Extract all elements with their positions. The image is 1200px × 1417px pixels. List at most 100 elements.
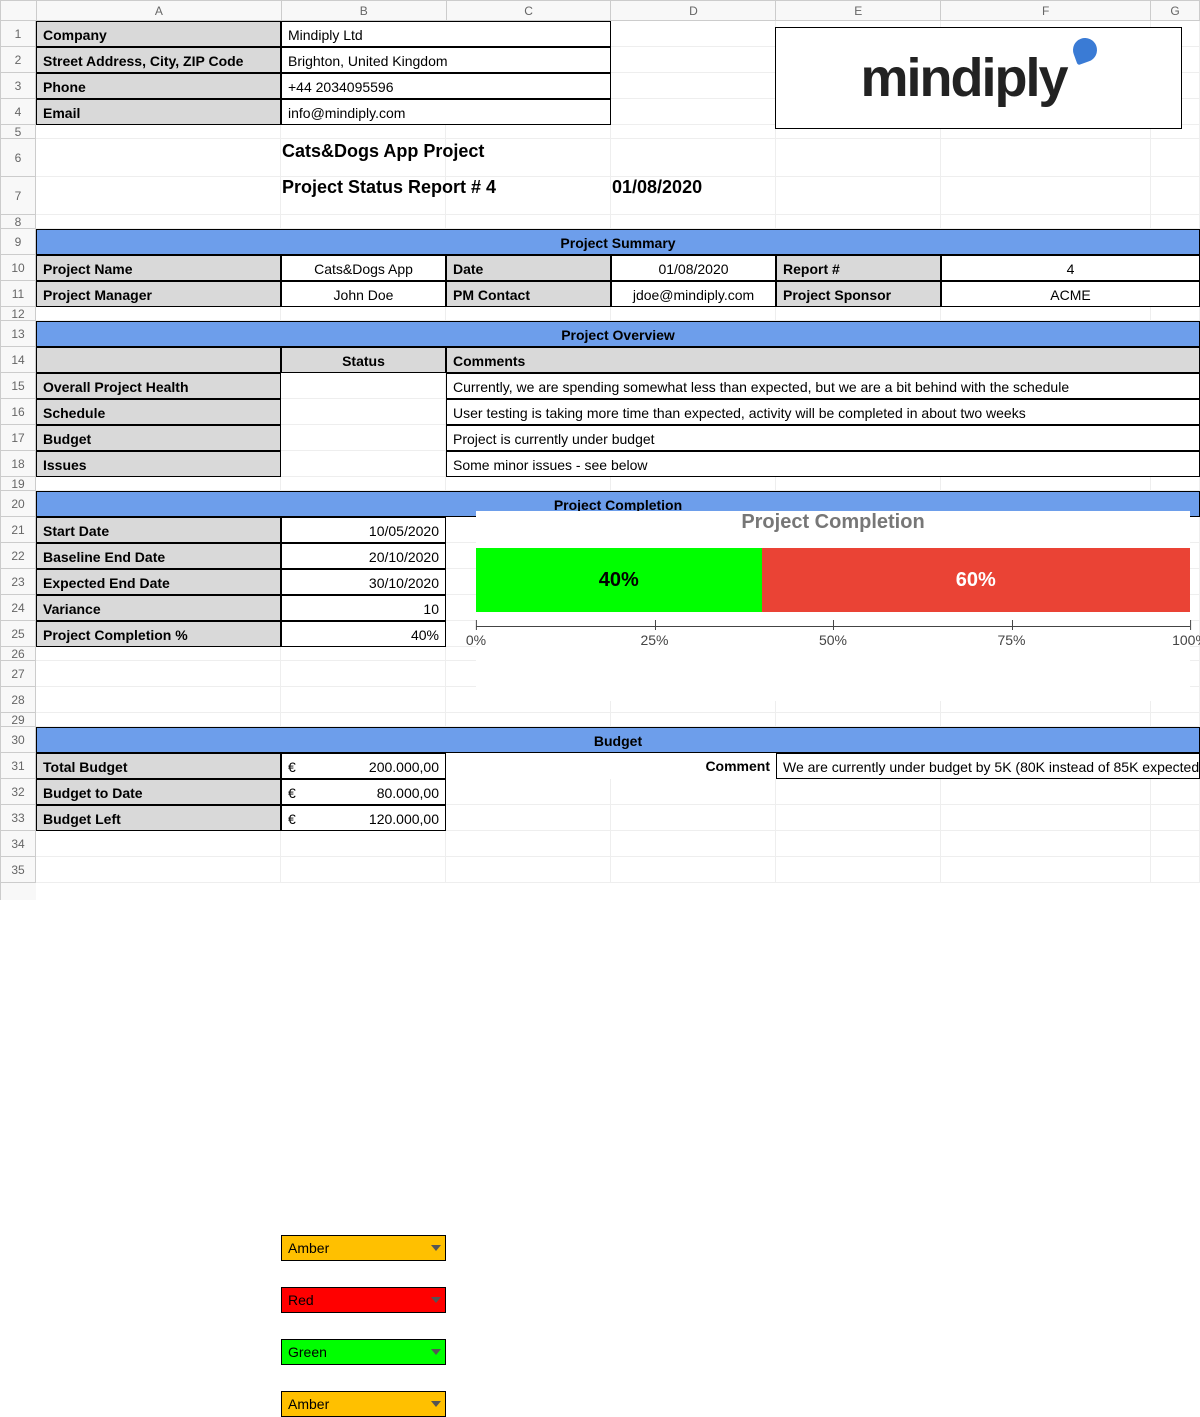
budget-value-0[interactable]: €200.000,00 — [281, 753, 446, 779]
row-header-9[interactable]: 9 — [1, 229, 36, 255]
logo-dot-icon — [1069, 35, 1100, 66]
report-subtitle: Project Status Report # 4 — [282, 177, 602, 198]
overview-comment-2[interactable]: Project is currently under budget — [446, 425, 1200, 451]
completion-value-1[interactable]: 20/10/2020 — [281, 543, 446, 569]
chevron-down-icon — [431, 1297, 441, 1303]
row-header-24[interactable]: 24 — [1, 595, 36, 621]
company-value-3[interactable]: info@mindiply.com — [281, 99, 611, 125]
select-all-corner[interactable] — [1, 1, 37, 21]
budget-comment[interactable]: We are currently under budget by 5K (80K… — [776, 753, 1200, 779]
overview-header-status: Status — [281, 347, 446, 373]
summary-value-1-2[interactable]: ACME — [941, 281, 1200, 307]
logo-text: mindiply — [860, 47, 1066, 109]
completion-chart: Project Completion 40% 60% 0%25%50%75%10… — [476, 511, 1190, 701]
summary-value-1-0[interactable]: John Doe — [281, 281, 446, 307]
completion-label-1: Baseline End Date — [36, 543, 281, 569]
row-header-7[interactable]: 7 — [1, 177, 36, 215]
column-header-B[interactable]: B — [282, 1, 447, 21]
completion-label-2: Expected End Date — [36, 569, 281, 595]
budget-label-2: Budget Left — [36, 805, 281, 831]
summary-value-0-1[interactable]: 01/08/2020 — [611, 255, 776, 281]
overview-comment-0[interactable]: Currently, we are spending somewhat less… — [446, 373, 1200, 399]
column-header-F[interactable]: F — [941, 1, 1151, 21]
row-header-3[interactable]: 3 — [1, 73, 36, 99]
company-logo: mindiply — [775, 27, 1182, 129]
row-header-17[interactable]: 17 — [1, 425, 36, 451]
row-header-column: 1234567891011121314151617181920212223242… — [1, 21, 36, 900]
summary-value-1-1[interactable]: jdoe@mindiply.com — [611, 281, 776, 307]
column-header-D[interactable]: D — [611, 1, 776, 21]
company-value-2[interactable]: +44 2034095596 — [281, 73, 611, 99]
row-header-1[interactable]: 1 — [1, 21, 36, 47]
overview-header-comments: Comments — [446, 347, 1200, 373]
row-header-10[interactable]: 10 — [1, 255, 36, 281]
row-header-19[interactable]: 19 — [1, 477, 36, 491]
budget-value-1[interactable]: €80.000,00 — [281, 779, 446, 805]
row-header-35[interactable]: 35 — [1, 857, 36, 883]
cell-grid[interactable]: CompanyMindiply LtdStreet Address, City,… — [36, 21, 1200, 900]
summary-value-0-2[interactable]: 4 — [941, 255, 1200, 281]
row-header-33[interactable]: 33 — [1, 805, 36, 831]
spreadsheet-view: ABCDEFG 12345678910111213141516171819202… — [0, 0, 1200, 900]
company-value-0[interactable]: Mindiply Ltd — [281, 21, 611, 47]
row-header-11[interactable]: 11 — [1, 281, 36, 307]
overview-status-dropdown-3[interactable]: Amber — [281, 1391, 446, 1417]
chart-tick-0: 0% — [466, 632, 486, 648]
report-date: 01/08/2020 — [612, 177, 812, 198]
row-header-26[interactable]: 26 — [1, 647, 36, 661]
budget-comment-label: Comment — [446, 753, 776, 779]
column-header-A[interactable]: A — [37, 1, 282, 21]
overview-status-dropdown-0[interactable]: Amber — [281, 1235, 446, 1261]
row-header-30[interactable]: 30 — [1, 727, 36, 753]
company-label-2: Phone — [36, 73, 281, 99]
chart-bar: 40% 60% — [476, 548, 1190, 612]
row-header-15[interactable]: 15 — [1, 373, 36, 399]
row-header-16[interactable]: 16 — [1, 399, 36, 425]
row-header-25[interactable]: 25 — [1, 621, 36, 647]
chart-axis: 0%25%50%75%100% — [476, 632, 1190, 672]
row-header-6[interactable]: 6 — [1, 139, 36, 177]
row-header-31[interactable]: 31 — [1, 753, 36, 779]
row-header-12[interactable]: 12 — [1, 307, 36, 321]
column-header-C[interactable]: C — [447, 1, 612, 21]
budget-value-2[interactable]: €120.000,00 — [281, 805, 446, 831]
overview-comment-3[interactable]: Some minor issues - see below — [446, 451, 1200, 477]
chart-tick-1: 25% — [640, 632, 668, 648]
row-header-14[interactable]: 14 — [1, 347, 36, 373]
summary-label-0-1: Date — [446, 255, 611, 281]
row-header-32[interactable]: 32 — [1, 779, 36, 805]
completion-value-2[interactable]: 30/10/2020 — [281, 569, 446, 595]
overview-status-dropdown-1[interactable]: Red — [281, 1287, 446, 1313]
completion-value-0[interactable]: 10/05/2020 — [281, 517, 446, 543]
column-header-G[interactable]: G — [1151, 1, 1200, 21]
row-header-21[interactable]: 21 — [1, 517, 36, 543]
row-header-23[interactable]: 23 — [1, 569, 36, 595]
chevron-down-icon — [431, 1245, 441, 1251]
row-header-13[interactable]: 13 — [1, 321, 36, 347]
chart-title: Project Completion — [476, 511, 1190, 534]
row-header-28[interactable]: 28 — [1, 687, 36, 713]
row-header-8[interactable]: 8 — [1, 215, 36, 229]
row-header-29[interactable]: 29 — [1, 713, 36, 727]
row-header-22[interactable]: 22 — [1, 543, 36, 569]
summary-label-1-1: PM Contact — [446, 281, 611, 307]
overview-status-dropdown-2[interactable]: Green — [281, 1339, 446, 1365]
row-header-2[interactable]: 2 — [1, 47, 36, 73]
company-label-0: Company — [36, 21, 281, 47]
completion-label-3: Variance — [36, 595, 281, 621]
row-header-5[interactable]: 5 — [1, 125, 36, 139]
chart-bar-done: 40% — [476, 548, 762, 612]
row-header-34[interactable]: 34 — [1, 831, 36, 857]
chevron-down-icon — [431, 1349, 441, 1355]
row-header-18[interactable]: 18 — [1, 451, 36, 477]
overview-label-1: Schedule — [36, 399, 281, 425]
completion-value-4[interactable]: 40% — [281, 621, 446, 647]
row-header-27[interactable]: 27 — [1, 661, 36, 687]
row-header-4[interactable]: 4 — [1, 99, 36, 125]
completion-value-3[interactable]: 10 — [281, 595, 446, 621]
column-header-E[interactable]: E — [776, 1, 941, 21]
overview-comment-1[interactable]: User testing is taking more time than ex… — [446, 399, 1200, 425]
company-value-1[interactable]: Brighton, United Kingdom — [281, 47, 611, 73]
row-header-20[interactable]: 20 — [1, 491, 36, 517]
summary-value-0-0[interactable]: Cats&Dogs App — [281, 255, 446, 281]
